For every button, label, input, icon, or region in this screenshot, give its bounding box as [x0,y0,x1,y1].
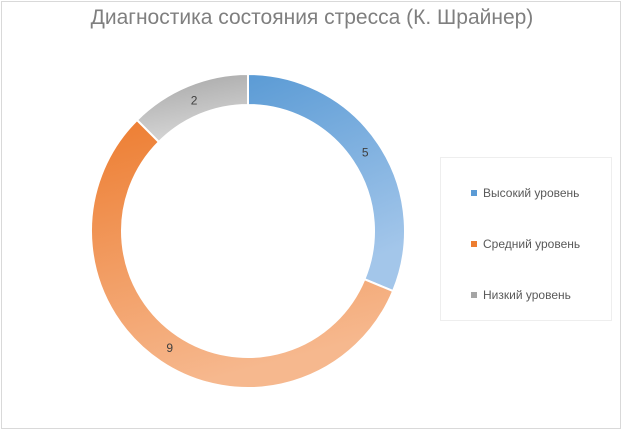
chart-title: Диагностика состояния стресса (К. Шрайне… [90,6,534,29]
legend-label-high: Высокий уровень [483,186,580,200]
legend: Высокий уровень Средний уровень Низкий у… [440,157,612,321]
data-label-medium: 9 [166,341,173,355]
legend-item-high: Высокий уровень [471,186,579,200]
legend-item-low: Низкий уровень [471,288,571,302]
legend-label-medium: Средний уровень [483,237,581,251]
legend-swatch-medium [471,240,477,247]
donut-slice-high [247,72,406,293]
data-label-low: 2 [191,94,198,108]
donut-slice-low [135,72,249,144]
legend-label-low: Низкий уровень [483,288,571,302]
legend-item-medium: Средний уровень [471,237,580,251]
donut-slice-medium [90,118,395,389]
legend-swatch-high [471,189,477,196]
data-label-high: 5 [362,146,369,160]
legend-swatch-low [471,291,477,298]
